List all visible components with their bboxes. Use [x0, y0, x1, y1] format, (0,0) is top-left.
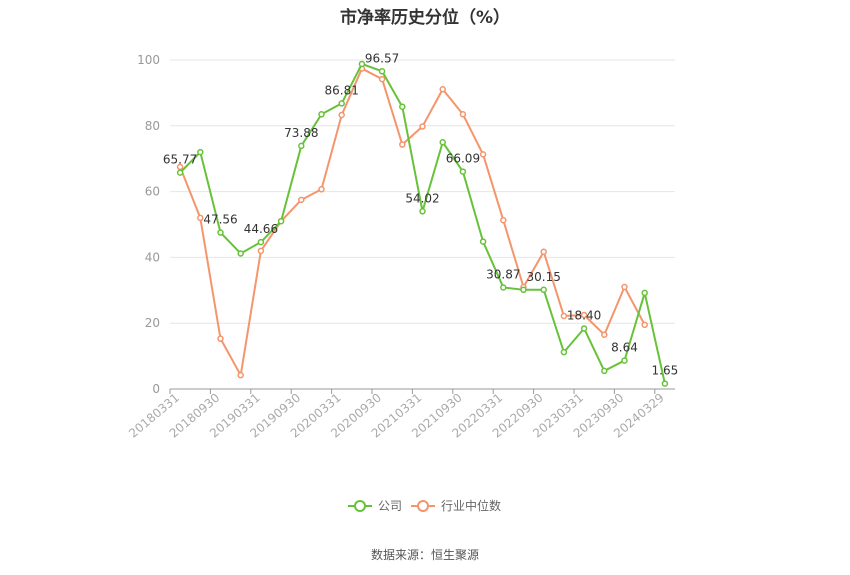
data-point — [479, 151, 487, 158]
data-point — [298, 142, 305, 150]
y-axis: 0 20 40 60 80 100 — [137, 53, 160, 396]
data-point — [540, 248, 547, 256]
y-tick-label: 0 — [152, 382, 160, 396]
data-point — [197, 214, 204, 222]
data-point — [197, 148, 204, 156]
data-point — [459, 111, 467, 118]
y-tick-label: 100 — [137, 53, 160, 67]
data-point — [378, 75, 386, 83]
data-label: 96.57 — [365, 51, 399, 65]
legend-marker — [417, 500, 429, 512]
data-point — [580, 311, 588, 319]
legend-label: 公司 — [378, 499, 402, 513]
data-label: 1.65 — [652, 364, 679, 378]
data-point — [419, 123, 426, 130]
data-label: 54.02 — [405, 191, 439, 205]
data-point — [358, 60, 366, 68]
data-labels: 65.77 47.56 44.66 73.88 86.81 96.57 54.02 66.09… — [163, 51, 678, 377]
data-point — [399, 103, 406, 110]
y-tick-label: 60 — [145, 185, 160, 199]
data-point — [439, 139, 446, 146]
data-point — [580, 325, 588, 332]
data-point — [601, 331, 608, 338]
data-point — [661, 380, 669, 387]
data-label: 73.88 — [284, 126, 318, 140]
data-point — [601, 367, 608, 375]
legend-label: 行业中位数 — [441, 498, 501, 513]
data-point — [277, 217, 285, 225]
data-source: 数据来源：恒生聚源 — [370, 548, 479, 562]
data-point — [237, 250, 244, 257]
data-point — [338, 100, 345, 107]
data-point — [641, 289, 648, 297]
data-point — [419, 208, 426, 215]
data-point — [338, 111, 345, 119]
data-point — [176, 169, 184, 176]
data-point — [560, 348, 568, 356]
data-label: 30.87 — [486, 267, 520, 281]
data-label: 47.56 — [203, 213, 237, 227]
y-tick-label: 80 — [145, 119, 160, 133]
data-point — [318, 111, 325, 118]
data-point — [560, 312, 568, 320]
data-label: 44.66 — [244, 222, 278, 236]
data-point — [318, 186, 325, 193]
data-point — [378, 68, 386, 75]
data-point — [641, 321, 648, 329]
legend[interactable]: 公司 行业中位数 — [348, 498, 501, 513]
chart-title: 市净率历史分位（%） — [339, 8, 511, 28]
data-point — [217, 335, 224, 342]
data-point — [500, 216, 507, 224]
data-point — [459, 168, 467, 175]
data-label: 86.81 — [325, 83, 359, 97]
data-point — [237, 371, 244, 379]
data-point — [399, 141, 406, 148]
data-point — [621, 357, 628, 364]
data-label: 65.77 — [163, 153, 197, 167]
data-point — [540, 286, 547, 294]
legend-item[interactable]: 行业中位数 — [411, 498, 501, 513]
data-point — [621, 283, 628, 291]
data-point — [439, 86, 446, 93]
data-label: 8.64 — [611, 341, 638, 355]
data-point — [500, 284, 507, 291]
data-point — [257, 238, 265, 246]
series-group — [176, 60, 669, 387]
y-tick-label: 40 — [145, 250, 160, 264]
legend-item[interactable]: 公司 — [348, 499, 402, 513]
x-axis: 2018033120180930201903312019093020200331… — [126, 388, 675, 441]
data-point — [479, 238, 487, 245]
y-tick-label: 20 — [145, 316, 160, 330]
data-label: 18.40 — [567, 308, 601, 322]
data-point — [298, 196, 305, 204]
data-point — [257, 247, 265, 255]
series-line-industry — [179, 67, 646, 377]
data-label: 30.15 — [527, 270, 561, 284]
data-label: 66.09 — [446, 152, 480, 166]
data-point — [217, 229, 224, 236]
data-point — [520, 286, 527, 294]
legend-marker — [354, 500, 366, 512]
